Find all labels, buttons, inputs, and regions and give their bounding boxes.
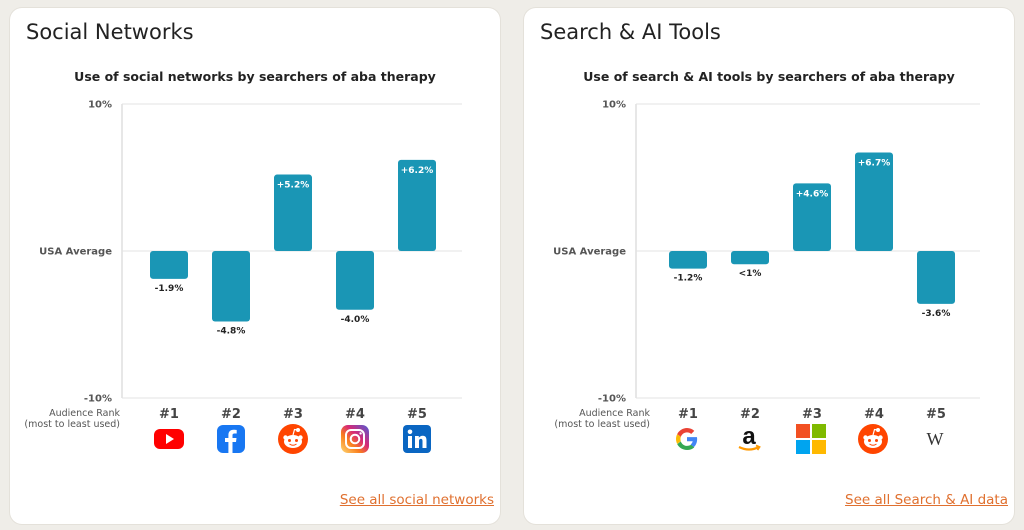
audience-rank-label: Audience Rank (most to least used) — [24, 408, 120, 430]
social-networks-card: Social Networks Use of social networks b… — [10, 8, 500, 524]
y-tick-label: USA Average — [39, 247, 112, 258]
bar — [150, 251, 188, 279]
google-icon — [672, 424, 702, 454]
see-all-search-ai-link[interactable]: See all Search & AI data — [845, 492, 1008, 508]
bar — [336, 251, 374, 310]
y-tick-label: 10% — [88, 100, 112, 111]
reddit-icon — [858, 424, 888, 454]
bar-data-label: -1.2% — [674, 274, 703, 284]
y-tick-label: 10% — [602, 100, 626, 111]
bar-data-label: +6.2% — [401, 166, 434, 176]
bar-data-label: +5.2% — [277, 181, 310, 191]
chart-title: Use of social networks by searchers of a… — [74, 69, 436, 84]
chart-title: Use of search & AI tools by searchers of… — [583, 69, 955, 84]
facebook-icon — [216, 424, 246, 454]
bar-data-label: <1% — [739, 269, 762, 279]
audience-rank-label: Audience Rank (most to least used) — [554, 408, 650, 430]
linkedin-icon — [402, 424, 432, 454]
reddit-icon — [278, 424, 308, 454]
audience-rank-number: #2 — [221, 407, 241, 422]
audience-rank-number: #5 — [926, 407, 946, 422]
bar-data-label: -4.0% — [341, 315, 370, 325]
bar-data-label: -3.6% — [922, 309, 951, 319]
see-all-social-networks-link[interactable]: See all social networks — [339, 492, 494, 508]
instagram-icon — [340, 424, 370, 454]
audience-rank-number: #4 — [864, 407, 884, 422]
card-title: Social Networks — [26, 20, 194, 44]
y-tick-label: -10% — [84, 394, 112, 405]
search-ai-tools-card: Search & AI Tools Use of search & AI too… — [524, 8, 1014, 524]
audience-rank-number: #1 — [159, 407, 179, 422]
amazon-icon: a — [734, 424, 764, 454]
audience-rank-number: #1 — [678, 407, 698, 422]
y-tick-label: -10% — [598, 394, 626, 405]
bar-data-label: +4.6% — [796, 189, 829, 199]
bar — [855, 152, 893, 251]
audience-rank-number: #3 — [802, 407, 822, 422]
bar-data-label: -4.8% — [217, 327, 246, 337]
bar — [793, 183, 831, 251]
bar — [398, 159, 436, 251]
card-title: Search & AI Tools — [540, 20, 721, 44]
bar-data-label: +6.7% — [858, 159, 891, 169]
bar-chart: 10% USA Average -10% -1.9% -4.8% +5.2% -4.0% +6… — [39, 100, 462, 405]
audience-rank-number: #3 — [283, 407, 303, 422]
audience-rank-number: #2 — [740, 407, 760, 422]
bar — [669, 251, 707, 269]
bar — [731, 251, 769, 265]
audience-rank-number: #4 — [345, 407, 365, 422]
y-tick-label: USA Average — [553, 247, 626, 258]
bar — [274, 174, 312, 251]
youtube-icon — [154, 424, 184, 454]
bar-chart: 10% USA Average -10% -1.2% <1% +4.6% +6.7% -3.6… — [553, 100, 980, 405]
audience-rank-number: #5 — [407, 407, 427, 422]
bar-data-label: -1.9% — [155, 284, 184, 294]
wikipedia-icon: W — [926, 428, 944, 449]
microsoft-icon — [796, 424, 826, 454]
bar — [917, 251, 955, 304]
svg-text:a: a — [742, 424, 756, 450]
bar — [212, 251, 250, 322]
